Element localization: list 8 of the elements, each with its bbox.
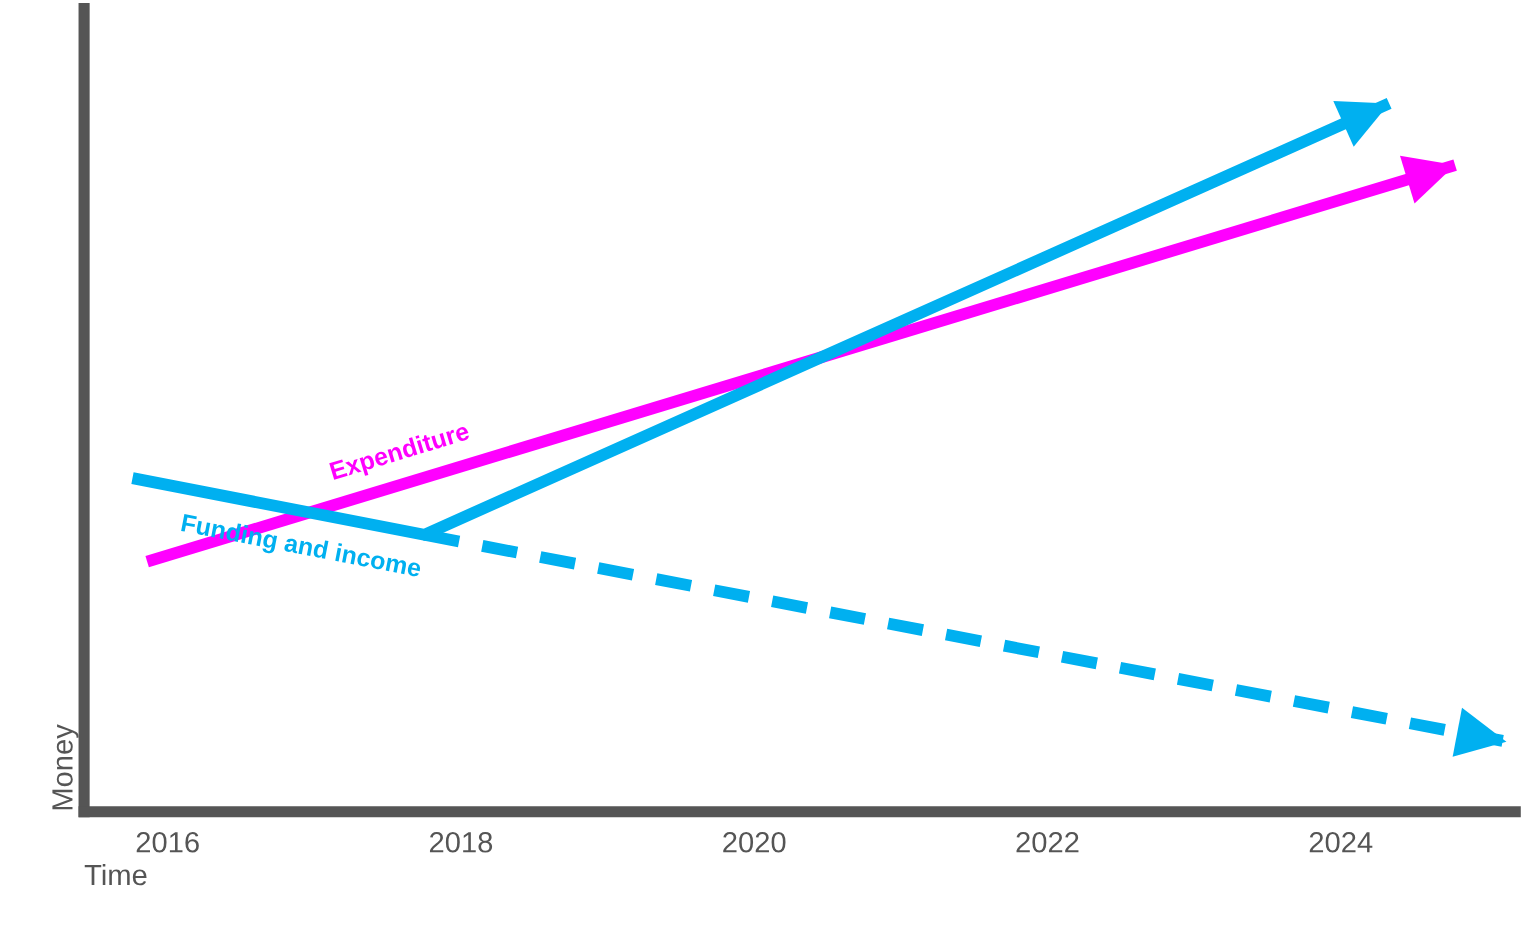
x-tick-label: 2016 <box>136 831 199 853</box>
y-axis-title: Money <box>52 724 79 810</box>
x-tick-label: 2022 <box>1016 831 1079 853</box>
x-tick-label: 2020 <box>723 831 786 853</box>
x-tick-label: 2024 <box>1309 831 1373 853</box>
x-axis-title: Time <box>84 863 147 886</box>
x-tick-label: 2018 <box>429 831 493 853</box>
text: Funding and income <box>180 513 423 583</box>
